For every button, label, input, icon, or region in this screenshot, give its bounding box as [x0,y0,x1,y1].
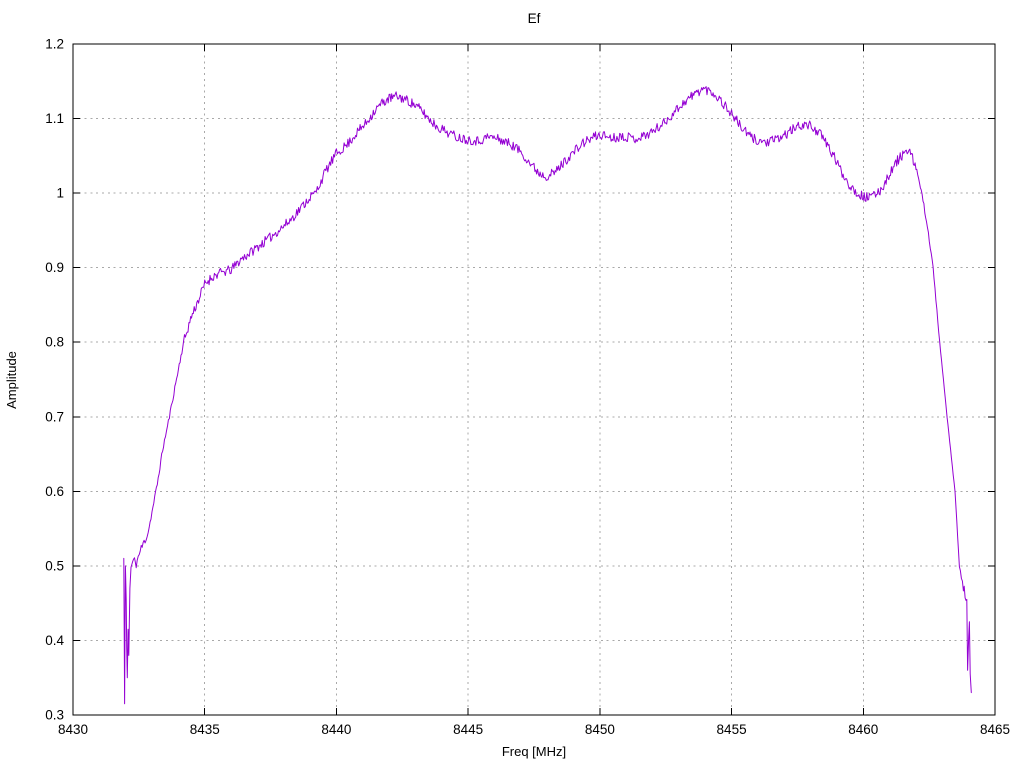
y-axis-label: Amplitude [4,351,19,409]
y-tick-label: 1.1 [45,111,64,126]
y-tick-label: 0.9 [45,260,64,275]
series-layer [123,86,972,705]
grid-lines [72,43,996,716]
y-tick-label: 0.7 [45,409,64,424]
y-tick-label: 1 [56,186,64,201]
x-tick-label: 8465 [980,722,1010,737]
chart-title: Ef [528,11,541,26]
ef-series-line [123,86,972,705]
x-tick-label: 8445 [453,722,483,737]
x-tick-label: 8460 [848,722,878,737]
y-tick-label: 0.4 [45,633,64,648]
y-tick-label: 0.3 [45,708,64,723]
x-tick-label: 8440 [321,722,351,737]
plot-border [72,43,996,716]
y-tick-label: 0.6 [45,484,64,499]
x-tick-label: 8430 [58,722,88,737]
y-tick-label: 1.2 [45,37,64,52]
y-tick-label: 0.5 [45,558,64,573]
y-tick-label: 0.8 [45,335,64,350]
x-tick-label: 8435 [190,722,220,737]
axes-and-ticks: 8430 8435 8440 8445 8450 8455 8460 8465 0.3 0.4 0.… [45,37,1010,738]
x-tick-label: 8455 [717,722,747,737]
x-axis-label: Freq [MHz] [502,744,566,759]
x-tick-label: 8450 [585,722,615,737]
